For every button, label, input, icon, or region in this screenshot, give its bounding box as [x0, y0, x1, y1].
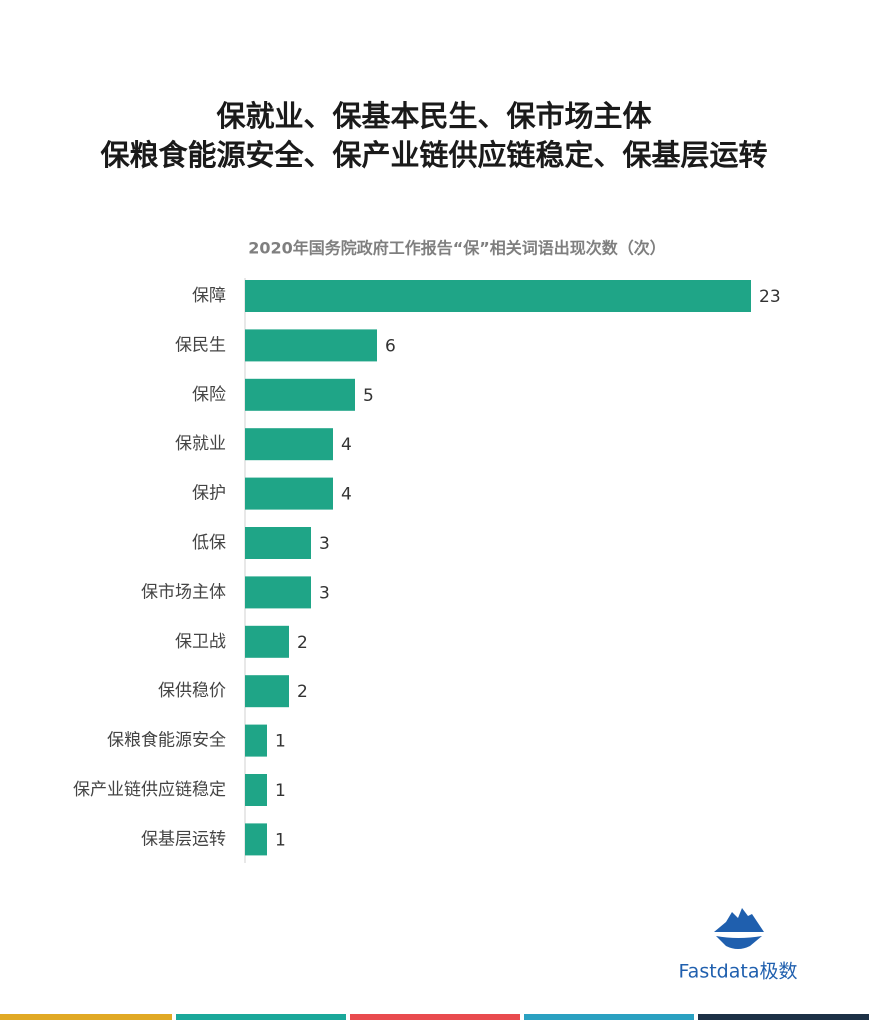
data-label: 5 — [363, 386, 374, 406]
bar — [245, 527, 311, 559]
bar — [245, 724, 267, 757]
chart-title: 保粮食能源安全、保产业链供应链稳定、保基层运转 — [99, 138, 767, 172]
stripe — [524, 1014, 694, 1020]
bar — [245, 378, 355, 411]
data-label: 1 — [275, 732, 286, 752]
stripe — [350, 1014, 520, 1020]
chart-title: 保就业、保基本民生、保市场主体 — [215, 99, 652, 133]
bar — [245, 329, 377, 362]
data-label: 1 — [275, 781, 286, 801]
stripe — [698, 1014, 869, 1020]
chart-subtitle: 2020年国务院政府工作报告“保”相关词语出现次数（次） — [248, 239, 666, 258]
y-tick-label: 保险 — [192, 385, 226, 405]
logo-icon — [714, 908, 764, 949]
bar — [245, 774, 267, 806]
data-label: 2 — [297, 682, 308, 702]
bar — [245, 477, 333, 510]
y-tick-label: 保供稳价 — [158, 681, 226, 701]
y-tick-label: 保就业 — [175, 434, 226, 454]
y-tick-label: 保基层运转 — [141, 829, 226, 849]
y-tick-label: 保障 — [192, 286, 226, 306]
data-label: 6 — [385, 336, 396, 356]
y-tick-label: 保护 — [192, 484, 226, 504]
y-tick-label: 保民生 — [175, 335, 226, 355]
stripe — [0, 1014, 172, 1020]
stripe — [176, 1014, 346, 1020]
bar — [245, 428, 333, 461]
bar — [245, 625, 289, 658]
data-label: 4 — [341, 485, 352, 505]
data-label: 3 — [319, 583, 330, 603]
y-tick-label: 低保 — [192, 533, 226, 553]
y-tick-label: 保市场主体 — [141, 582, 226, 602]
bar — [245, 576, 311, 609]
bar — [245, 280, 751, 312]
data-label: 3 — [319, 534, 330, 554]
source-logo: Fastdata极数 — [679, 961, 798, 983]
data-label: 2 — [297, 633, 308, 653]
bar — [245, 823, 267, 856]
y-tick-label: 保粮食能源安全 — [107, 731, 226, 751]
data-label: 1 — [275, 830, 286, 850]
y-tick-label: 保产业链供应链稳定 — [73, 780, 226, 800]
data-label: 23 — [759, 287, 781, 307]
data-label: 4 — [341, 435, 352, 455]
y-tick-label: 保卫战 — [175, 632, 226, 652]
bar — [245, 675, 289, 708]
